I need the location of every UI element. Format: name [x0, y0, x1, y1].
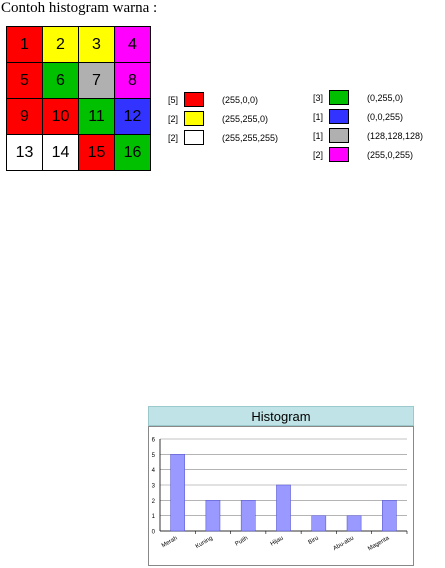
- grid-cell: 8: [115, 63, 151, 99]
- legend-item: [1] (128,128,128): [313, 128, 423, 143]
- legend-count: [1]: [313, 111, 324, 122]
- legend-rgb: (0,0,255): [367, 111, 404, 122]
- legend-rgb: (255,0,255): [367, 149, 414, 160]
- legend-rgb: (255,255,255): [222, 132, 279, 143]
- y-tick-label: 0: [152, 530, 156, 536]
- legend-item: [2] (255,255,255): [168, 130, 278, 145]
- legend-item: [1] (0,0,255): [313, 109, 403, 124]
- histogram-bar: [170, 454, 185, 532]
- grid-cell: 13: [7, 135, 43, 171]
- legend-item: [2] (255,255,0): [168, 111, 268, 126]
- legend-rgb: (255,0,0): [222, 94, 259, 105]
- histogram-bar: [205, 500, 221, 532]
- grid-cell: 7: [79, 63, 115, 99]
- legend-swatch: [329, 90, 349, 105]
- legend-swatch: [329, 109, 349, 124]
- legend-swatch: [184, 92, 204, 107]
- y-tick-label: 3: [152, 484, 156, 490]
- grid-cell: 5: [7, 63, 43, 99]
- legend-swatch: [329, 128, 349, 143]
- grid-cell: 12: [115, 99, 151, 135]
- grid-cell: 3: [79, 27, 115, 63]
- legend-item: [3] (0,255,0): [313, 90, 403, 105]
- y-tick-label: 5: [152, 453, 156, 459]
- legend-count: [3]: [313, 92, 324, 103]
- y-tick-label: 4: [152, 468, 156, 474]
- legend-count: [1]: [313, 130, 324, 141]
- grid-cell: 16: [115, 135, 151, 171]
- legend-swatch: [329, 147, 349, 162]
- legend-swatch: [184, 130, 204, 145]
- legend-swatch: [184, 111, 204, 126]
- histogram-chart: Histogram 0 1 2 3 4 5 6 Merah Kuning Putih Hijau Bi…: [148, 406, 414, 566]
- histogram-bar: [346, 515, 362, 532]
- legend-item: [5] (255,0,0): [168, 92, 258, 107]
- legend-count: [2]: [168, 132, 179, 143]
- grid-cell: 14: [43, 135, 79, 171]
- grid-cell: 6: [43, 63, 79, 99]
- legend-count: [2]: [313, 149, 324, 160]
- page-heading: Contoh histogram warna :: [1, 0, 158, 16]
- y-tick-label: 1: [152, 514, 156, 520]
- chart-title: Histogram: [148, 406, 414, 426]
- legend-rgb: (0,255,0): [367, 92, 404, 103]
- histogram-bar: [382, 500, 397, 532]
- pixel-grid: 1 2 3 4 5 6 7 8 9 10 11 12 13 14 15 16: [6, 26, 151, 171]
- histogram-bar: [276, 484, 291, 532]
- legend-count: [2]: [168, 113, 179, 124]
- grid-cell: 11: [79, 99, 115, 135]
- grid-cell: 2: [43, 27, 79, 63]
- y-tick-label: 6: [152, 438, 156, 444]
- grid-cell: 10: [43, 99, 79, 135]
- x-tick-label: Biru: [308, 536, 320, 547]
- grid-cell: 1: [7, 27, 43, 63]
- histogram-bar: [311, 515, 327, 532]
- legend-item: [2] (255,0,255): [313, 147, 413, 162]
- legend-rgb: (255,255,0): [222, 113, 269, 124]
- legend-rgb: (128,128,128): [367, 130, 424, 141]
- y-tick-label: 2: [152, 499, 156, 505]
- legend-count: [5]: [168, 94, 179, 105]
- histogram-bar: [240, 500, 256, 532]
- grid-cell: 4: [115, 27, 151, 63]
- grid-cell: 15: [79, 135, 115, 171]
- grid-cell: 9: [7, 99, 43, 135]
